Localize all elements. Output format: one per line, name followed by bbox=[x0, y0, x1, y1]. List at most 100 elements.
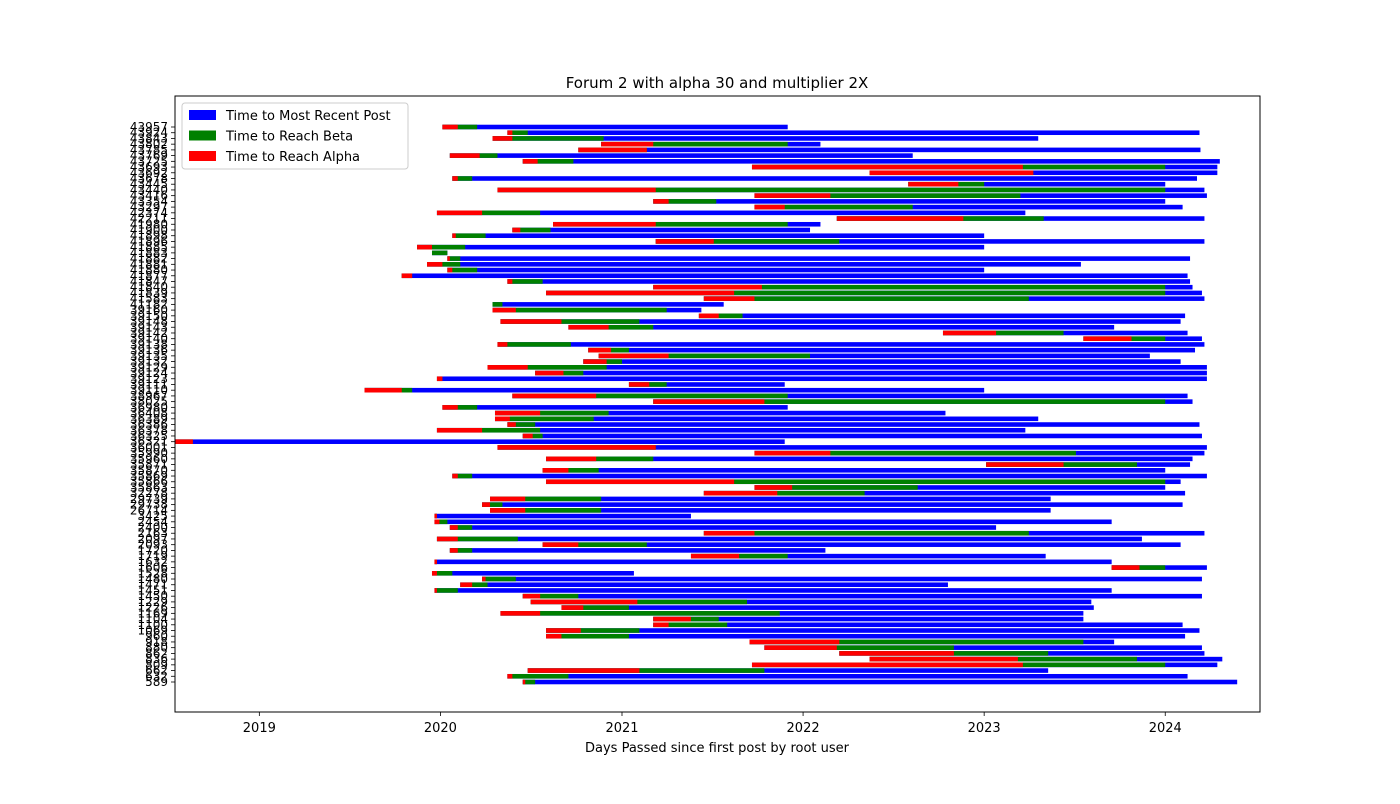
bar-row-43802 bbox=[601, 141, 821, 147]
y-tick-label-29739: 29739 bbox=[130, 492, 168, 506]
bar-alpha-41877 bbox=[401, 273, 413, 279]
y-tick-label-1632: 1632 bbox=[137, 555, 168, 569]
y-tick-label-1451: 1451 bbox=[137, 583, 168, 597]
bar-alpha-41885 bbox=[417, 244, 432, 250]
bar-recent-2093 bbox=[542, 542, 1181, 547]
bar-recent-29738 bbox=[482, 502, 1183, 507]
bar-alpha-41839 bbox=[546, 290, 735, 296]
bar-row-39132 bbox=[583, 359, 1181, 364]
bar-recent-26714 bbox=[490, 508, 1051, 513]
bar-beta-41583 bbox=[703, 296, 1029, 301]
bar-alpha-43692 bbox=[869, 170, 1034, 176]
bar-recent-39150 bbox=[698, 313, 1186, 319]
bar-recent-632 bbox=[507, 673, 1188, 679]
bar-alpha-43769 bbox=[449, 153, 480, 158]
bar-recent-1104 bbox=[653, 616, 1084, 622]
bar-row-1606 bbox=[1111, 565, 1207, 570]
bar-beta-41885 bbox=[417, 244, 466, 250]
bar-recent-29739 bbox=[490, 496, 1051, 502]
bar-alpha-41847 bbox=[507, 279, 513, 284]
bar-row-1226 bbox=[561, 605, 1094, 610]
bar-beta-41882 bbox=[447, 256, 461, 261]
bar-alpha-41882 bbox=[447, 256, 450, 261]
bar-alpha-38967 bbox=[512, 393, 597, 399]
bar-recent-662 bbox=[527, 668, 1049, 673]
bar-alpha-3425 bbox=[434, 513, 437, 519]
bar-beta-1100 bbox=[653, 622, 728, 628]
y-tick-label-43445: 43445 bbox=[130, 177, 168, 191]
bar-row-35870 bbox=[542, 468, 1166, 473]
bar-beta-39129 bbox=[487, 365, 607, 370]
y-tick-label-2454: 2454 bbox=[137, 515, 168, 529]
bar-alpha-43416 bbox=[754, 193, 831, 198]
bar-row-1104 bbox=[653, 616, 1084, 622]
bar-row-1100 bbox=[653, 622, 1183, 628]
bar-row-41980 bbox=[553, 221, 821, 227]
bar-row-1528 bbox=[431, 571, 634, 576]
bar-alpha-36386 bbox=[507, 422, 516, 427]
bar-beta-1471 bbox=[460, 582, 488, 588]
bar-beta-41881 bbox=[427, 262, 461, 267]
bar-alpha-35863 bbox=[754, 485, 793, 490]
y-tick-label-36378: 36378 bbox=[130, 423, 168, 437]
bar-row-41900 bbox=[512, 227, 811, 233]
bar-row-35990 bbox=[754, 450, 1205, 456]
bar-row-2097 bbox=[436, 536, 1142, 542]
y-tick-label-39148: 39148 bbox=[130, 315, 168, 329]
y-tick-labels: 4395743924438434380243785437694372543693… bbox=[130, 120, 175, 689]
bar-recent-43725 bbox=[522, 159, 1220, 164]
y-tick-label-41881: 41881 bbox=[130, 257, 168, 271]
bar-alpha-38025 bbox=[653, 399, 765, 404]
y-tick-label-41898: 41898 bbox=[130, 229, 168, 243]
bar-alpha-42374 bbox=[436, 210, 483, 216]
bar-row-632 bbox=[507, 673, 1188, 679]
bar-alpha-29738 bbox=[482, 502, 491, 507]
y-tick-label-39136: 39136 bbox=[130, 343, 168, 357]
bar-beta-39138 bbox=[497, 342, 571, 347]
y-tick-label-39135: 39135 bbox=[130, 349, 168, 363]
bar-row-39140 bbox=[1083, 336, 1202, 341]
bar-beta-35990 bbox=[754, 450, 1076, 456]
bar-alpha-43693 bbox=[751, 164, 1023, 170]
bar-alpha-43924 bbox=[507, 130, 513, 136]
bar-alpha-39110 bbox=[364, 387, 402, 393]
bar-recent-35870 bbox=[542, 468, 1166, 473]
bar-row-36389 bbox=[494, 416, 1039, 422]
y-tick-label-41847: 41847 bbox=[130, 274, 168, 288]
bar-recent-1450 bbox=[522, 593, 1202, 599]
bar-recent-43785 bbox=[578, 147, 1201, 153]
bar-row-41880 bbox=[447, 267, 985, 273]
bar-alpha-960 bbox=[546, 633, 562, 639]
y-tick-label-1528: 1528 bbox=[137, 566, 168, 580]
x-tick-label-2024: 2024 bbox=[1149, 721, 1182, 736]
bar-recent-36389 bbox=[494, 416, 1039, 422]
bar-row-2093 bbox=[542, 542, 1181, 547]
bar-alpha-1100 bbox=[653, 622, 669, 628]
bar-row-41877 bbox=[401, 273, 1188, 279]
bar-beta-41880 bbox=[447, 267, 478, 273]
bar-recent-41847 bbox=[507, 279, 1191, 284]
bar-row-41839 bbox=[546, 290, 1202, 296]
y-tick-label-589: 589 bbox=[145, 675, 168, 689]
bar-recent-1100 bbox=[653, 622, 1183, 628]
bar-row-1450 bbox=[522, 593, 1202, 599]
bar-recent-36378 bbox=[436, 427, 1026, 433]
bar-alpha-809 bbox=[751, 662, 1023, 668]
bar-beta-39142 bbox=[942, 330, 1064, 336]
bar-row-960 bbox=[546, 633, 1186, 639]
y-tick-label-41182: 41182 bbox=[130, 297, 168, 311]
bar-beta-36408 bbox=[494, 410, 609, 416]
y-tick-label-42211: 42211 bbox=[130, 212, 168, 226]
y-tick-label-43440: 43440 bbox=[130, 183, 168, 197]
bar-alpha-1606 bbox=[1111, 565, 1140, 570]
bar-recent-1719 bbox=[690, 553, 1046, 559]
bar-alpha-2093 bbox=[542, 542, 579, 547]
bar-beta-41840 bbox=[653, 284, 1166, 290]
bar-beta-2163 bbox=[703, 530, 1029, 536]
bar-row-41182 bbox=[492, 302, 724, 307]
y-tick-label-36408: 36408 bbox=[130, 406, 168, 420]
bar-recent-41877 bbox=[401, 273, 1188, 279]
bar-alpha-1528 bbox=[431, 571, 437, 576]
y-tick-label-1719: 1719 bbox=[137, 549, 168, 563]
